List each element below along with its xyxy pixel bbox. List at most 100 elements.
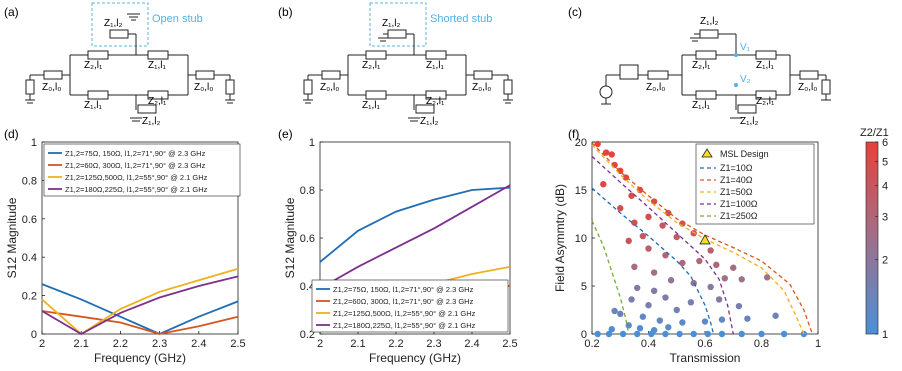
a-title: Open stub — [152, 13, 203, 25]
x-tick-label: 2.2 — [113, 338, 128, 350]
x-tick-label: 2.5 — [230, 338, 245, 350]
x-tick-label: 0.4 — [641, 338, 656, 350]
colorbar — [865, 141, 879, 335]
scatter-point — [673, 306, 680, 314]
panel-label-c: (c) — [568, 5, 582, 19]
b-stub-bottom: Z₁,l₂ — [420, 116, 438, 127]
c-v2: V₂ — [740, 74, 751, 85]
panel-label-d: (d) — [4, 127, 19, 141]
y-tick-label: 0 — [581, 329, 587, 341]
y-tick-label: 0.8 — [22, 175, 37, 187]
x-axis-label: Frequency (GHz) — [94, 351, 186, 365]
scatter-point — [690, 330, 697, 338]
scatter-point — [648, 330, 655, 338]
scatter-point — [622, 174, 630, 181]
scatter-point — [600, 181, 607, 188]
panel-label-e: (e) — [278, 127, 293, 141]
b-port-right: Z₀,l₀ — [472, 82, 491, 93]
scatter-point — [763, 274, 771, 281]
scatter-point — [665, 209, 672, 217]
scatter-point — [673, 233, 680, 241]
scatter-point — [780, 330, 788, 338]
scatter-point — [758, 330, 765, 338]
legend: MSL Design Z1=10Ω Z1=40Ω Z1=50Ω Z1=100Ω Z1=25… — [695, 143, 815, 225]
b-arm-bot-left: Z₁,l₁ — [362, 100, 380, 111]
a-stub-bottom: Z₁,l₂ — [142, 116, 160, 127]
y-tick-label: 5 — [581, 281, 587, 293]
x-tick-label: 0.8 — [754, 338, 769, 350]
legend-entry-4: Z1,2=180Ω,225Ω, l1,2=55°,90° @ 2.1 GHz — [65, 185, 208, 194]
x-axis-label: Transmission — [670, 351, 741, 365]
y-tick-label: 1 — [31, 137, 37, 149]
x-tick-label: 2.3 — [426, 338, 441, 350]
y-axis-label: S12 Magnitude — [283, 197, 297, 278]
series-line-4 — [319, 184, 511, 290]
a-arm-top-left: Z₂,l₁ — [84, 60, 103, 71]
panel-label-a: (a) — [4, 5, 19, 19]
legend-entry-2: Z1,2=60Ω, 300Ω, l1,2=71°,90° @ 2.3 GHz — [333, 297, 474, 306]
a-port-right: Z₀,l₀ — [194, 82, 213, 93]
c-arm-top-right: Z₁,l₁ — [756, 60, 774, 71]
y-axis-label: Field Asymmtry (dB) — [553, 184, 567, 292]
b-arm-bot-right: Z₂,l₁ — [426, 96, 445, 107]
dashed-line-5 — [591, 220, 630, 335]
c-arm-bot-right: Z₂,l₁ — [756, 96, 775, 107]
c-arm-top-left: Z₂,l₁ — [692, 60, 711, 71]
y-tick-label: 20 — [575, 137, 587, 149]
series-line-4 — [41, 275, 239, 336]
legend-entry-2: Z1=40Ω — [720, 175, 753, 185]
legend-entry-1: Z1,2=75Ω, 150Ω, l1,2=71°,90° @ 2.3 GHz — [65, 149, 206, 158]
legend-entry-1: Z1,2=75Ω, 150Ω, l1,2=71°,90° @ 2.3 GHz — [333, 285, 474, 294]
y-tick-label: 0.4 — [22, 252, 37, 264]
scatter-point — [690, 230, 697, 237]
x-tick-label: 0.2 — [584, 338, 599, 350]
scatter-point — [634, 284, 641, 292]
dashed-line-4 — [591, 155, 734, 335]
chart-e: 2 2.1 2.2 2.3 2.4 2.5 0.2 0.4 0.6 0.8 1 Frequency (… — [283, 137, 518, 365]
scatter-point — [738, 276, 745, 283]
x-tick-label: 2.4 — [464, 338, 479, 350]
a-port-left: Z₀,l₀ — [42, 82, 61, 93]
b-title: Shorted stub — [430, 13, 492, 25]
x-tick-label: 2.1 — [74, 338, 89, 350]
scatter-point — [738, 330, 745, 338]
c-stub-bottom: Z₁,l₂ — [740, 116, 758, 127]
b-stub-label: Z₁,l₂ — [382, 18, 400, 29]
series-line-1 — [319, 186, 511, 263]
scatter-point — [707, 247, 714, 254]
scatter-point — [628, 192, 635, 199]
scatter-point — [631, 219, 638, 226]
legend-entry-marker: MSL Design — [720, 149, 769, 159]
dashed-line-3 — [591, 144, 805, 335]
colorbar-tick-label: 1 — [882, 329, 888, 341]
panel-label-f: (f) — [568, 127, 579, 141]
dashed-line-2 — [591, 142, 814, 335]
scatter-point — [679, 259, 686, 267]
legend-entry-3: Z1,2=125Ω,500Ω, l1,2=55°,90° @ 2.1 GHz — [333, 309, 476, 318]
scatter-point — [676, 330, 683, 338]
c-stub-label: Z₁,l₂ — [700, 16, 718, 27]
x-tick-label: 2.1 — [350, 338, 365, 350]
scatter-point — [636, 325, 644, 332]
scatter-point — [667, 277, 675, 284]
legend-entry-2: Z1,2=60Ω, 300Ω, l1,2=71°,90° @ 2.3 GHz — [65, 161, 206, 170]
scatter-point — [594, 140, 601, 148]
y-tick-label: 15 — [575, 185, 587, 197]
scatter-point — [602, 149, 610, 156]
scatter-point — [721, 275, 728, 282]
scatter-point — [718, 330, 726, 338]
legend: Z1,2=75Ω, 150Ω, l1,2=71°,90° @ 2.3 GHz Z1… — [311, 279, 509, 333]
scatter-point — [594, 330, 601, 338]
circuit-open-stub — [25, 2, 235, 122]
circuit-shorted-stub — [303, 2, 513, 122]
scatter-point — [662, 330, 669, 338]
scatter-point — [744, 315, 751, 322]
scatter-point — [634, 330, 641, 338]
legend-entry-1: Z1=10Ω — [720, 163, 753, 173]
chart-d: 2 2.1 2.2 2.3 2.4 2.5 0 0.2 0.4 0.6 0.8 1 Frequency … — [5, 137, 246, 365]
scatter-point — [656, 317, 663, 324]
scatter-point — [704, 330, 712, 338]
a-arm-bot-left: Z₁,l₁ — [84, 100, 102, 111]
y-tick-label: 0.4 — [300, 281, 315, 293]
